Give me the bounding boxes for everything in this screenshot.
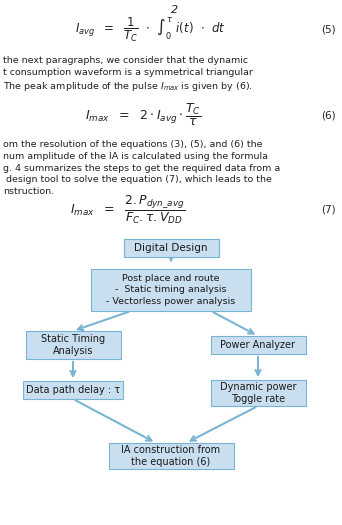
Text: the next paragraphs, we consider that the dynamic
t consumption waveform is a sy: the next paragraphs, we consider that th…: [3, 56, 253, 93]
FancyBboxPatch shape: [108, 443, 234, 469]
FancyBboxPatch shape: [23, 381, 123, 399]
Text: $I_{max}$  $=$  $2 \cdot I_{avg} \cdot \dfrac{T_C}{\tau}$: $I_{max}$ $=$ $2 \cdot I_{avg} \cdot \df…: [85, 102, 201, 128]
Text: (6): (6): [321, 110, 335, 120]
Text: om the resolution of the equations (3), (5), and (6) the
num amplitude of the IA: om the resolution of the equations (3), …: [3, 140, 280, 196]
FancyBboxPatch shape: [210, 380, 305, 406]
Text: Data path delay : τ: Data path delay : τ: [26, 385, 120, 395]
Text: (5): (5): [321, 25, 335, 35]
Text: Static Timing
Analysis: Static Timing Analysis: [41, 334, 105, 356]
FancyBboxPatch shape: [210, 336, 305, 354]
Text: 2: 2: [171, 5, 179, 15]
Text: $I_{avg}$  $=$  $\dfrac{1}{T_C}$  $\cdot$  $\int_{0}^{\tau}$ $i(t)$  $\cdot$  $d: $I_{avg}$ $=$ $\dfrac{1}{T_C}$ $\cdot$ $…: [75, 16, 226, 44]
Text: Power Analyzer: Power Analyzer: [221, 340, 295, 350]
FancyBboxPatch shape: [123, 239, 219, 257]
FancyBboxPatch shape: [26, 331, 120, 359]
Text: $I_{max}$  $=$  $\dfrac{2.P_{dyn\_avg}}{F_C.\tau.V_{DD}}$: $I_{max}$ $=$ $\dfrac{2.P_{dyn\_avg}}{F_…: [70, 194, 185, 226]
Text: Digital Design: Digital Design: [134, 243, 208, 253]
FancyBboxPatch shape: [91, 269, 251, 311]
Text: Post place and route
-  Static timing analysis
- Vectorless power analysis: Post place and route - Static timing ana…: [106, 275, 236, 306]
Text: (7): (7): [321, 205, 335, 215]
Text: IA construction from
the equation (6): IA construction from the equation (6): [121, 445, 221, 467]
Text: Dynamic power
Toggle rate: Dynamic power Toggle rate: [220, 382, 296, 404]
